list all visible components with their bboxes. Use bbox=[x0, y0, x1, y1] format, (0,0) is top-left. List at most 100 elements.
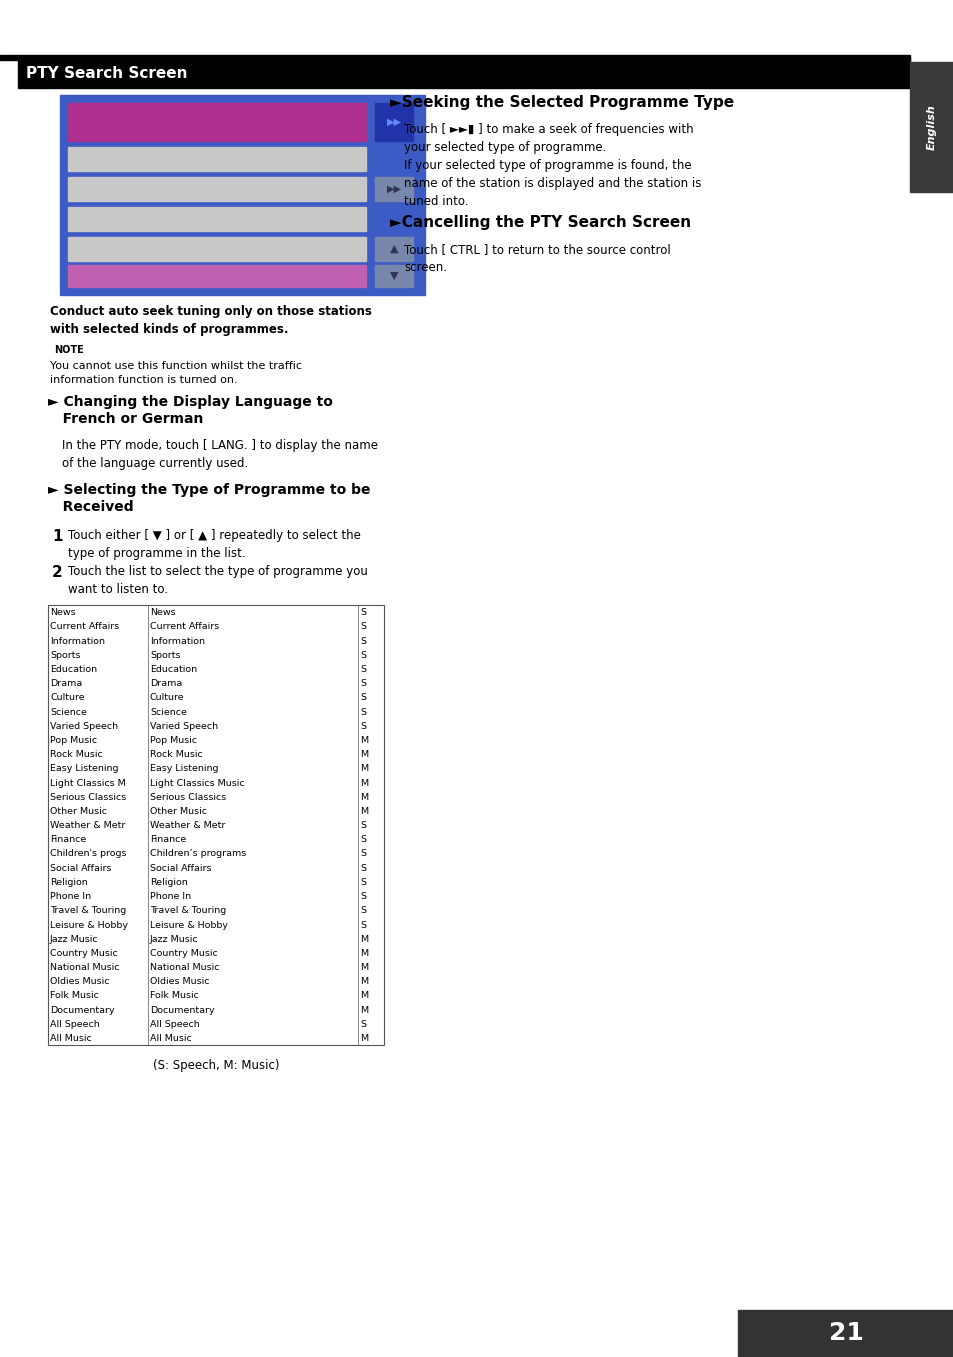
Bar bbox=[48, 904, 377, 917]
Text: All Music: All Music bbox=[50, 1034, 91, 1044]
Bar bbox=[60, 95, 424, 294]
Text: ►Seeking the Selected Programme Type: ►Seeking the Selected Programme Type bbox=[390, 95, 734, 110]
Bar bbox=[375, 237, 413, 261]
Text: Country Music: Country Music bbox=[50, 949, 117, 958]
Text: S: S bbox=[359, 651, 366, 660]
Text: Religion: Religion bbox=[150, 878, 188, 887]
Text: Documentary: Documentary bbox=[150, 1006, 214, 1015]
Text: Education: Education bbox=[150, 665, 197, 674]
Text: Social Affairs: Social Affairs bbox=[150, 863, 212, 873]
Text: Science: Science bbox=[50, 707, 87, 716]
Text: Serious Classics: Serious Classics bbox=[150, 792, 226, 802]
Bar bbox=[48, 889, 377, 904]
Text: All Speech: All Speech bbox=[150, 1020, 199, 1029]
Bar bbox=[48, 746, 377, 761]
Text: 1: 1 bbox=[52, 529, 63, 544]
Text: NOTE: NOTE bbox=[54, 345, 84, 356]
Text: ► Changing the Display Language to
   French or German: ► Changing the Display Language to Frenc… bbox=[48, 395, 333, 426]
Bar bbox=[0, 56, 909, 60]
Text: S: S bbox=[359, 920, 366, 930]
Text: Oldies Music: Oldies Music bbox=[50, 977, 110, 987]
Text: Children’s programs: Children’s programs bbox=[150, 849, 246, 859]
Text: M: M bbox=[359, 735, 368, 745]
Bar bbox=[48, 662, 377, 676]
Text: Jazz Music: Jazz Music bbox=[150, 935, 198, 943]
Bar bbox=[48, 605, 384, 1045]
Text: Country Music: Country Music bbox=[150, 949, 217, 958]
Text: M: M bbox=[359, 963, 368, 972]
Text: M: M bbox=[359, 977, 368, 987]
Text: S: S bbox=[359, 623, 366, 631]
Bar bbox=[48, 647, 377, 662]
Text: Other Music: Other Music bbox=[150, 807, 207, 816]
Text: S: S bbox=[359, 1020, 366, 1029]
Text: M: M bbox=[359, 779, 368, 787]
Text: Travel & Touring: Travel & Touring bbox=[150, 906, 226, 916]
Text: ▶▶: ▶▶ bbox=[386, 117, 401, 128]
Text: S: S bbox=[359, 608, 366, 617]
Text: English: English bbox=[926, 104, 936, 149]
Bar bbox=[375, 176, 413, 201]
Text: Folk Music: Folk Music bbox=[50, 992, 99, 1000]
Bar bbox=[48, 775, 377, 790]
Bar bbox=[48, 917, 377, 932]
Bar bbox=[50, 343, 88, 357]
Text: S: S bbox=[359, 892, 366, 901]
Bar bbox=[68, 103, 366, 141]
Bar bbox=[68, 176, 366, 201]
Text: Other Music: Other Music bbox=[50, 807, 107, 816]
Bar bbox=[48, 1031, 377, 1045]
Text: S: S bbox=[359, 722, 366, 730]
Text: M: M bbox=[359, 750, 368, 759]
Bar bbox=[48, 847, 377, 860]
Text: S: S bbox=[359, 878, 366, 887]
Bar bbox=[48, 818, 377, 832]
Text: S: S bbox=[359, 849, 366, 859]
Text: Easy Listening: Easy Listening bbox=[50, 764, 118, 773]
Text: Pop Music: Pop Music bbox=[150, 735, 197, 745]
Text: S: S bbox=[359, 707, 366, 716]
Bar bbox=[48, 790, 377, 803]
Text: Culture: Culture bbox=[150, 693, 185, 703]
Text: Drama: Drama bbox=[150, 678, 182, 688]
Text: Touch [ CTRL ] to return to the source control
screen.: Touch [ CTRL ] to return to the source c… bbox=[403, 243, 670, 274]
Text: M: M bbox=[359, 949, 368, 958]
Text: Conduct auto seek tuning only on those stations
with selected kinds of programme: Conduct auto seek tuning only on those s… bbox=[50, 305, 372, 337]
Bar bbox=[48, 619, 377, 634]
Bar bbox=[48, 761, 377, 775]
Bar bbox=[48, 1016, 377, 1031]
Text: ► Selecting the Type of Programme to be
   Received: ► Selecting the Type of Programme to be … bbox=[48, 483, 370, 514]
Bar bbox=[48, 974, 377, 988]
Text: S: S bbox=[359, 863, 366, 873]
Text: S: S bbox=[359, 665, 366, 674]
Bar bbox=[48, 605, 377, 619]
Text: Phone In: Phone In bbox=[50, 892, 91, 901]
Text: M: M bbox=[359, 792, 368, 802]
Text: You cannot use this function whilst the traffic
information function is turned o: You cannot use this function whilst the … bbox=[50, 361, 302, 385]
Text: ►Cancelling the PTY Search Screen: ►Cancelling the PTY Search Screen bbox=[390, 214, 690, 229]
Text: All Speech: All Speech bbox=[50, 1020, 100, 1029]
Text: National Music: National Music bbox=[150, 963, 219, 972]
Text: Science: Science bbox=[150, 707, 187, 716]
Text: News: News bbox=[150, 608, 175, 617]
Text: Education: Education bbox=[50, 665, 97, 674]
Text: Sports: Sports bbox=[50, 651, 80, 660]
Text: Social Affairs: Social Affairs bbox=[50, 863, 112, 873]
Text: Leisure & Hobby: Leisure & Hobby bbox=[50, 920, 128, 930]
Bar bbox=[375, 103, 413, 141]
Text: M: M bbox=[359, 764, 368, 773]
Text: Light Classics Music: Light Classics Music bbox=[150, 779, 244, 787]
Text: Travel & Touring: Travel & Touring bbox=[50, 906, 126, 916]
Text: S: S bbox=[359, 906, 366, 916]
Bar bbox=[48, 1003, 377, 1016]
Text: Weather & Metr: Weather & Metr bbox=[150, 821, 225, 830]
Text: M: M bbox=[359, 807, 368, 816]
Bar bbox=[18, 58, 909, 88]
Text: M: M bbox=[359, 992, 368, 1000]
Bar bbox=[48, 676, 377, 691]
Bar bbox=[48, 733, 377, 746]
Text: Phone In: Phone In bbox=[150, 892, 191, 901]
Text: Leisure & Hobby: Leisure & Hobby bbox=[150, 920, 228, 930]
Text: Religion: Religion bbox=[50, 878, 88, 887]
Text: M: M bbox=[359, 935, 368, 943]
